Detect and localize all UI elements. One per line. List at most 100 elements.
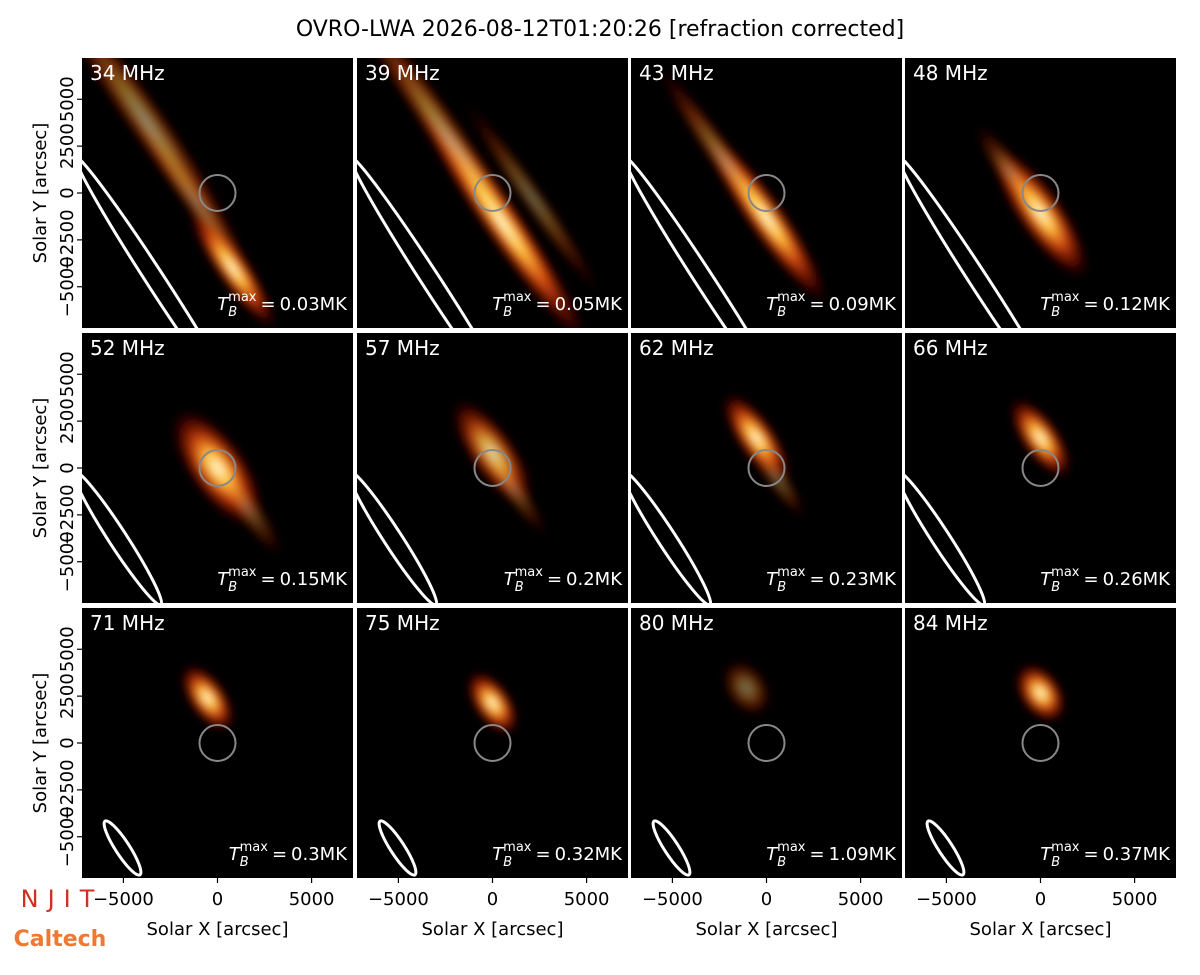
- tb-eq: =: [260, 294, 275, 315]
- tb-value: 0.23MK: [829, 569, 898, 590]
- x-tick-label: 0: [212, 889, 223, 910]
- tb-sub: B: [777, 305, 786, 320]
- tb-symbol: T: [1040, 569, 1053, 590]
- x-axis-label: Solar X [arcsec]: [147, 919, 289, 940]
- tb-sub: B: [1051, 855, 1060, 870]
- tb-sup: max: [1051, 565, 1080, 580]
- frequency-label: 75 MHz: [365, 611, 440, 635]
- tb-value: 0.03MK: [280, 294, 349, 315]
- tb-max-label: TBmax = 0.12MK: [1040, 290, 1171, 320]
- tb-sup: max: [1051, 290, 1080, 305]
- tb-eq: =: [535, 294, 550, 315]
- panel: 66 MHz TBmax = 0.26MK: [905, 333, 1176, 603]
- tb-max-label: TBmax = 0.3MK: [229, 840, 349, 870]
- tb-sup: max: [515, 565, 544, 580]
- image-layer: [82, 408, 284, 603]
- solar-disk: [1021, 174, 1060, 212]
- emission-blob: [704, 131, 829, 305]
- frequency-label: 71 MHz: [90, 611, 165, 635]
- frequency-label: 57 MHz: [365, 336, 440, 360]
- solar-disk: [198, 724, 237, 762]
- tb-max-label: TBmax = 0.23MK: [766, 565, 897, 595]
- emission-blob: [465, 669, 520, 737]
- tb-max-label: TBmax = 0.15MK: [217, 565, 348, 595]
- beam: [905, 469, 987, 603]
- panel-background: [82, 608, 353, 878]
- tb-max-label: TBmax = 0.09MK: [766, 290, 897, 320]
- image-layer: [631, 391, 807, 603]
- tb-symbol: T: [766, 294, 779, 315]
- tb-value: 0.05MK: [555, 294, 624, 315]
- beam: [651, 819, 692, 877]
- frequency-label: 66 MHz: [913, 336, 988, 360]
- tb-symbol: T: [504, 569, 517, 590]
- x-tick-label: 5000: [289, 889, 335, 910]
- tb-sup: max: [503, 840, 532, 855]
- emission-blob: [720, 658, 773, 718]
- solar-disk: [747, 449, 786, 487]
- tb-symbol: T: [217, 294, 230, 315]
- y-axis-label: Solar Y [arcsec]: [30, 123, 51, 264]
- tb-sub: B: [1051, 305, 1060, 320]
- x-axis-label: Solar X [arcsec]: [696, 919, 838, 940]
- panel-background: [905, 333, 1176, 603]
- solar-disk: [1021, 724, 1060, 762]
- tb-max-label: TBmax = 0.26MK: [1040, 565, 1171, 595]
- panel: 39 MHz TBmax = 0.05MK: [357, 58, 628, 328]
- x-tick-label: −5000: [93, 889, 154, 910]
- tb-sup: max: [240, 840, 269, 855]
- tb-sub: B: [1051, 580, 1060, 595]
- emission-blob: [462, 99, 603, 297]
- tb-sub: B: [228, 305, 237, 320]
- image-layer: [357, 58, 603, 328]
- y-tick-label: 5000: [57, 351, 78, 397]
- frequency-label: 84 MHz: [913, 611, 988, 635]
- tb-sub: B: [503, 855, 512, 870]
- emission: [465, 669, 520, 737]
- tb-sub: B: [503, 305, 512, 320]
- y-tick-label: −2500: [57, 484, 78, 545]
- y-tick-label: 5000: [57, 626, 78, 672]
- tb-eq: =: [260, 569, 275, 590]
- tb-sup: max: [228, 565, 257, 580]
- tb-value: 0.09MK: [829, 294, 898, 315]
- tb-eq: =: [1083, 294, 1098, 315]
- tb-symbol: T: [492, 294, 505, 315]
- solar-disk: [747, 174, 786, 212]
- tb-symbol: T: [229, 844, 242, 865]
- panel: 57 MHz TBmax = 0.2MK: [357, 333, 628, 603]
- y-tick-label: 0: [57, 737, 78, 748]
- tb-sup: max: [777, 290, 806, 305]
- y-tick-label: 0: [57, 462, 78, 473]
- y-tick-label: −5000: [57, 806, 78, 867]
- panel-background: [631, 608, 902, 878]
- tb-symbol: T: [217, 569, 230, 590]
- tb-value: 0.26MK: [1103, 569, 1172, 590]
- image-layer: [102, 663, 237, 877]
- x-tick-label: 0: [1035, 889, 1046, 910]
- tb-eq: =: [535, 844, 550, 865]
- y-tick-label: −2500: [57, 759, 78, 820]
- emission: [450, 398, 549, 538]
- beam: [357, 469, 439, 603]
- tb-eq: =: [1083, 569, 1098, 590]
- tb-value: 0.12MK: [1103, 294, 1172, 315]
- frequency-label: 39 MHz: [365, 61, 440, 85]
- frequency-label: 80 MHz: [639, 611, 714, 635]
- emission-blob: [179, 663, 236, 733]
- x-tick-label: −5000: [642, 889, 703, 910]
- beam: [82, 469, 164, 603]
- tb-symbol: T: [1040, 844, 1053, 865]
- tb-sub: B: [228, 580, 237, 595]
- image-layer: [357, 398, 549, 603]
- y-axis-label: Solar Y [arcsec]: [30, 673, 51, 814]
- emission-blob: [476, 438, 549, 538]
- emission: [656, 64, 829, 305]
- solar-disk: [473, 724, 512, 762]
- tb-eq: =: [809, 844, 824, 865]
- image-layer: [905, 397, 1073, 603]
- tb-max-label: TBmax = 0.37MK: [1040, 840, 1171, 870]
- tb-value: 0.3MK: [291, 844, 348, 865]
